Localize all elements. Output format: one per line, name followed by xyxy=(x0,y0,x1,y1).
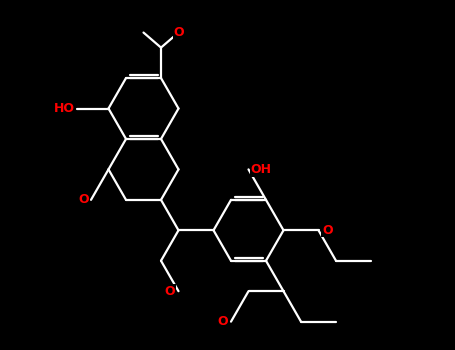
Text: O: O xyxy=(173,26,184,39)
Text: O: O xyxy=(217,315,228,328)
Text: O: O xyxy=(322,224,333,237)
Text: HO: HO xyxy=(54,102,75,115)
Text: O: O xyxy=(164,285,175,298)
Text: O: O xyxy=(79,193,89,206)
Text: OH: OH xyxy=(250,163,271,176)
